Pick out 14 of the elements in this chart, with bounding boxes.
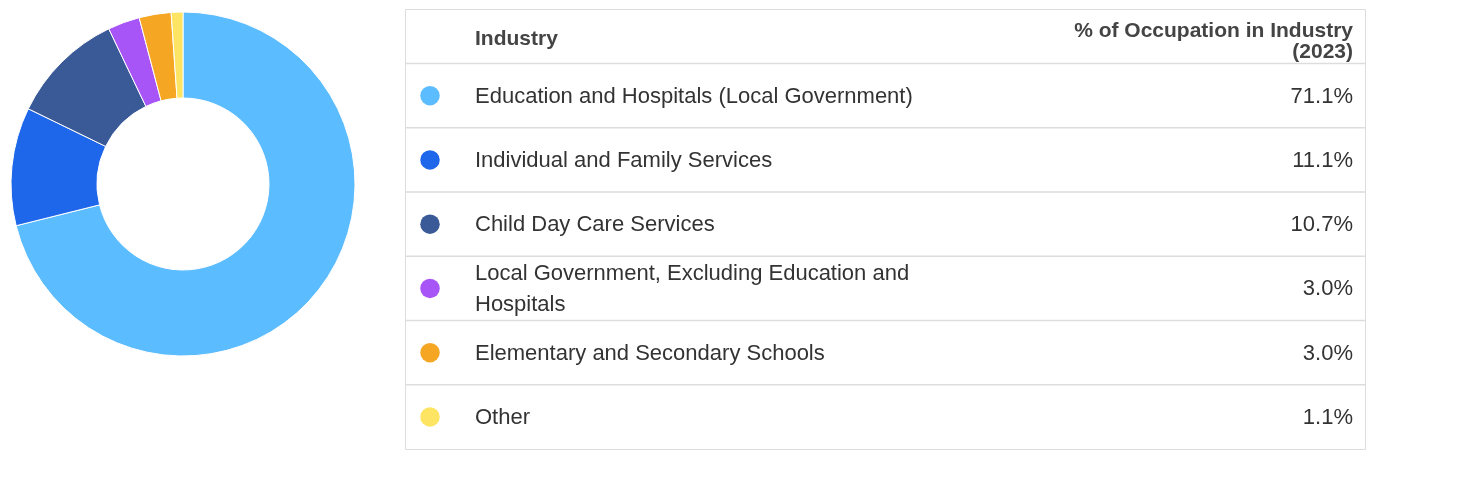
legend-label: Local Government, Excluding Education and Hospitals bbox=[475, 260, 910, 316]
legend-title: Industry bbox=[475, 26, 559, 50]
legend-label: Education and Hospitals (Local Government) bbox=[475, 82, 913, 108]
data-label: 3.0% bbox=[1302, 339, 1353, 365]
legend-label: Elementary and Secondary Schools bbox=[475, 339, 825, 365]
data-label: 1.1% bbox=[1302, 403, 1353, 429]
legend-label: Individual and Family Services bbox=[475, 146, 773, 172]
data-label: 10.7% bbox=[1290, 211, 1353, 237]
legend-label: Other bbox=[475, 403, 531, 429]
data-label: 3.0% bbox=[1302, 275, 1353, 301]
text: % of Occupation in Industry (2023) bbox=[1074, 18, 1354, 63]
data-label: 71.1% bbox=[1290, 82, 1353, 108]
legend-label: Child Day Care Services bbox=[475, 211, 715, 237]
data-label: 11.1% bbox=[1292, 146, 1353, 172]
